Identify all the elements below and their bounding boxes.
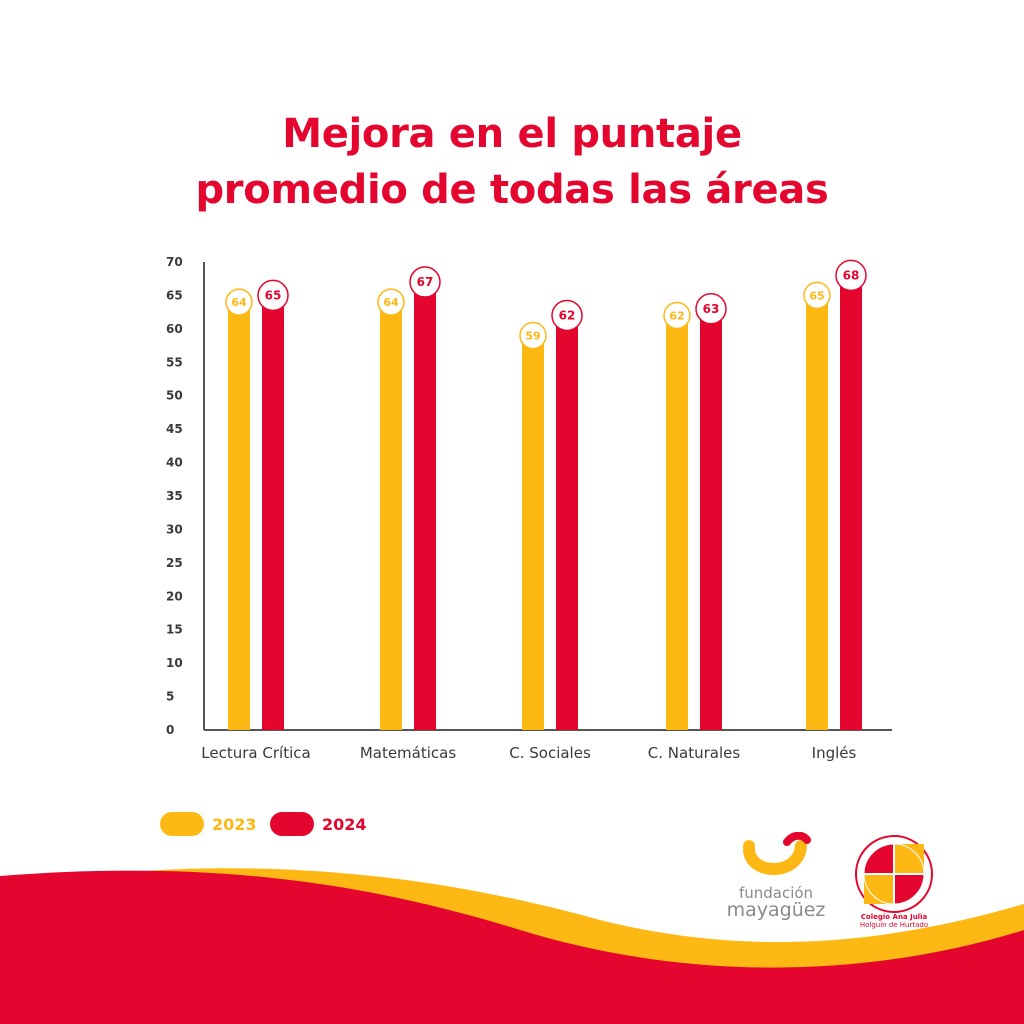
data-label-bubble-2024-4 xyxy=(835,259,867,292)
data-label-bubble-2024-0 xyxy=(257,279,289,312)
y-tick-label-50: 50 xyxy=(166,389,183,403)
chart-title-line1: Mejora en el puntaje xyxy=(282,111,742,157)
x-category-label-1: Matemáticas xyxy=(360,744,457,762)
smile-logo-mark xyxy=(743,832,811,875)
y-tick-label-70: 70 xyxy=(166,255,183,269)
y-tick-label-45: 45 xyxy=(166,422,183,436)
data-label-bubble-2024-1 xyxy=(409,266,441,298)
data-label-bubble-2024-3 xyxy=(695,293,727,325)
bar-2024-1 xyxy=(414,282,436,730)
y-tick-label-5: 5 xyxy=(166,690,174,704)
y-tick-label-35: 35 xyxy=(166,489,183,503)
bar-2023-3 xyxy=(666,315,688,730)
data-label-2023-1: 64 xyxy=(383,296,399,309)
data-label-2024-3: 63 xyxy=(703,302,720,316)
bar-2023-4 xyxy=(806,295,828,730)
footer-wave-red xyxy=(0,870,1024,1024)
x-category-label-3: C. Naturales xyxy=(648,744,741,762)
legend-item-2024: 2024 xyxy=(270,812,367,836)
x-category-label-2: C. Sociales xyxy=(509,744,591,762)
data-label-2024-2: 62 xyxy=(559,308,576,322)
y-tick-label-10: 10 xyxy=(166,656,183,670)
brand-line1: fundación xyxy=(738,884,814,902)
y-tick-label-25: 25 xyxy=(166,556,183,570)
seal-caption-line1: Colegio Ana Julia xyxy=(860,913,928,921)
bar-2023-1 xyxy=(380,302,402,730)
data-label-2023-4: 65 xyxy=(809,289,824,302)
data-label-bubble-2023-0 xyxy=(225,288,253,316)
y-tick-label-40: 40 xyxy=(166,456,183,470)
chart-title-line2: promedio de todas las áreas xyxy=(195,167,829,213)
x-category-label-4: Inglés xyxy=(812,744,857,762)
data-label-bubble-2023-1 xyxy=(377,288,405,316)
seal-caption-line2: Holguín de Hurtado xyxy=(859,921,929,929)
legend-label-2023: 2023 xyxy=(212,814,257,834)
legend-label-2024: 2024 xyxy=(322,814,367,834)
fundacion-mayaguez-logo: fundación mayagüez xyxy=(716,832,836,922)
y-tick-label-30: 30 xyxy=(166,522,183,536)
bar-chart: 0 5 10 15 20 25 30 35 40 45 50 55 60 65 70 64 65 Lectura … xyxy=(166,255,892,762)
data-label-bubble-2024-2 xyxy=(551,299,583,332)
data-label-2023-3: 62 xyxy=(669,309,684,322)
seal-emblem xyxy=(855,835,933,913)
bar-2024-3 xyxy=(700,308,722,730)
data-label-2024-1: 67 xyxy=(417,275,434,289)
bar-2023-0 xyxy=(228,302,250,730)
chart-title: Mejora en el puntaje promedio de todas l… xyxy=(0,106,1024,218)
x-category-label-0: Lectura Crítica xyxy=(201,744,310,762)
y-tick-label-65: 65 xyxy=(166,288,183,302)
data-label-2024-0: 65 xyxy=(265,288,282,302)
data-label-bubble-2023-3 xyxy=(663,301,691,330)
bar-2024-4 xyxy=(840,275,862,730)
colegio-seal: Colegio Ana Julia Holguín de Hurtado xyxy=(848,834,940,938)
y-tick-label-20: 20 xyxy=(166,589,183,603)
bar-2024-2 xyxy=(556,315,578,730)
data-label-2023-0: 64 xyxy=(231,296,247,309)
brand-line2: mayagüez xyxy=(726,899,826,921)
data-label-2024-4: 68 xyxy=(843,268,860,282)
data-label-2023-2: 59 xyxy=(525,330,540,343)
legend-swatch-2023 xyxy=(160,812,204,836)
y-tick-label-55: 55 xyxy=(166,355,183,369)
y-tick-label-60: 60 xyxy=(166,322,183,336)
y-tick-label-15: 15 xyxy=(166,623,183,637)
legend-swatch-2024 xyxy=(270,812,314,836)
bar-2023-2 xyxy=(522,335,544,730)
bar-2024-0 xyxy=(262,295,284,730)
y-tick-label-0: 0 xyxy=(166,723,174,737)
data-label-bubble-2023-4 xyxy=(803,281,831,310)
legend-item-2023: 2023 xyxy=(160,812,257,836)
data-label-bubble-2023-2 xyxy=(519,321,547,350)
